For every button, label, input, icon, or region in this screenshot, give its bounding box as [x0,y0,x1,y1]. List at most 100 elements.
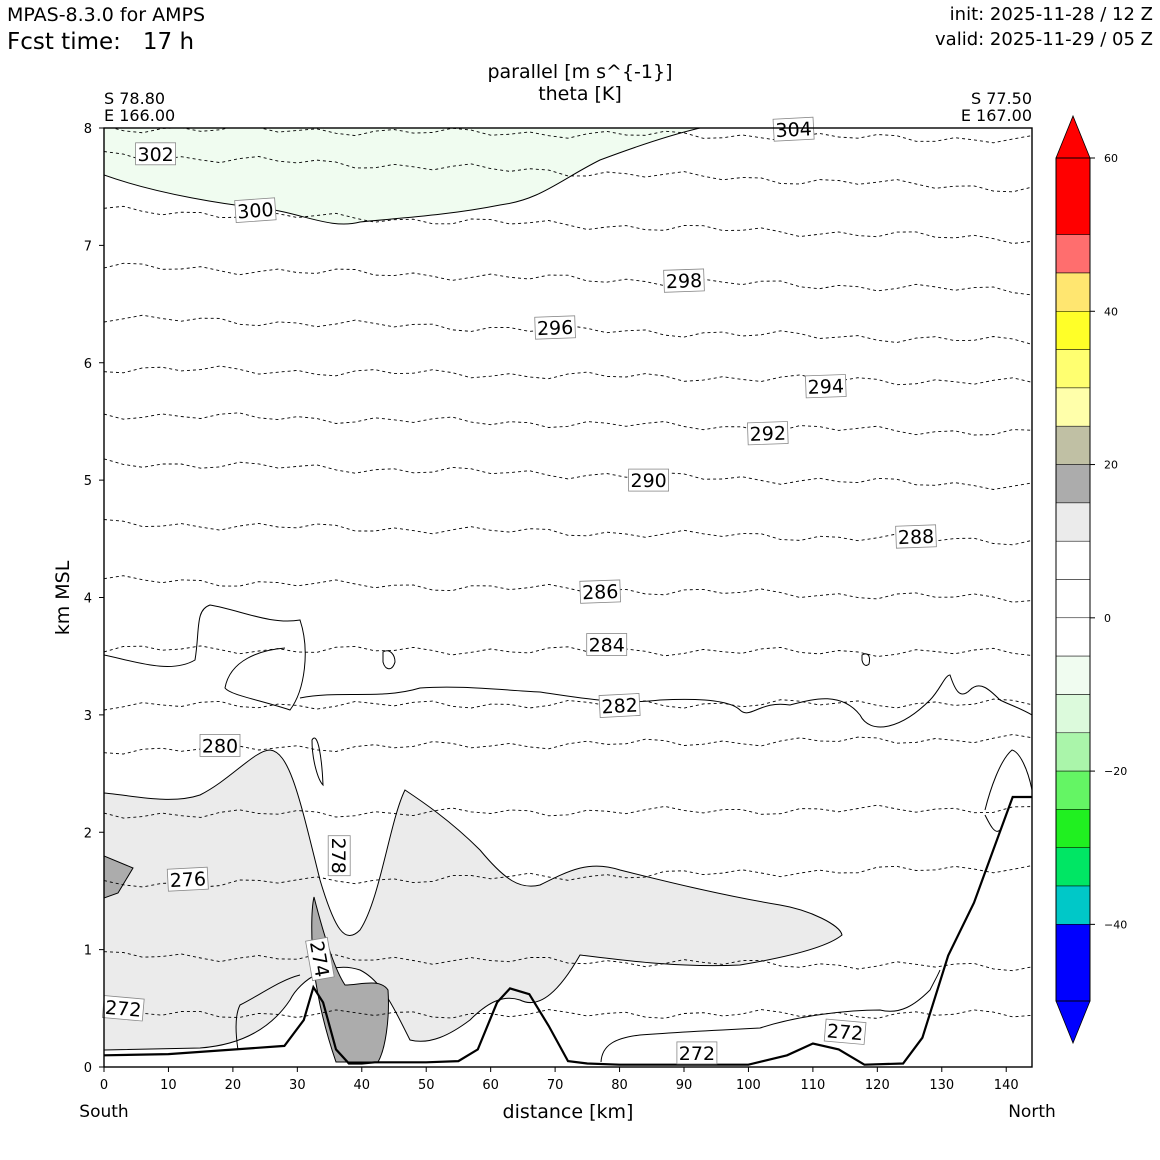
chart-title-parallel: parallel [m s^{-1}] [487,61,673,83]
svg-text:284: 284 [589,635,625,657]
contour-label-290-7: 290 [628,468,669,492]
contour-label-280-12: 280 [199,734,241,757]
wind-fill-layer [104,128,843,1063]
x-tick-label-7: 70 [547,1078,564,1093]
colorbar-tick-label-1: 40 [1104,305,1118,318]
contour-label-300-1: 300 [234,197,277,223]
colorbar-tick-label-3: 0 [1104,612,1111,625]
colorbar-level-5 [1055,387,1091,427]
theta-contour-302 [104,151,1032,193]
theta-contour-layer [104,128,1032,1019]
forecast-time-label: Fcst time: [7,29,121,55]
svg-text:272: 272 [679,1043,715,1065]
contour-label-284-10: 284 [586,633,628,657]
theta-contour-282 [104,698,1032,711]
theta-contour-284 [104,645,1032,657]
y-tick-label-3: 3 [84,709,92,724]
wind-contour-lines [104,604,1032,1063]
y-tick-label-7: 7 [84,239,92,254]
x-tick-label-8: 80 [611,1078,628,1093]
y-tick-label-5: 5 [84,474,92,489]
chart-title-theta: theta [K] [538,83,622,105]
x-tick-label-10: 100 [736,1078,761,1093]
y-tick-label-8: 8 [84,122,92,137]
x-tick-label-12: 120 [865,1078,890,1093]
x-tick-label-4: 40 [354,1078,371,1093]
negative-wind-fill [104,128,701,225]
svg-text:302: 302 [137,144,173,166]
svg-text:300: 300 [237,199,275,223]
theta-contour-298 [104,262,1032,296]
y-tick-label-6: 6 [84,357,92,372]
colorbar-level-1 [1055,234,1091,274]
init-time: init: 2025-11-28 / 12 Z [949,4,1153,25]
colorbar-level-12 [1055,655,1091,695]
colorbar: 60 40 20 0 −20 −40 [1055,114,1127,1045]
colorbar-level-9 [1055,540,1091,580]
theta-contour-276 [104,865,1032,888]
contour-label-272-18: 272 [823,1018,867,1045]
chart-axes: 0 10 20 30 40 50 60 70 80 90 100 110 120 130 140 0 1 2 3 4 5… [84,122,1019,1093]
theta-contour-288 [104,519,1032,546]
x-axis-label: distance [km] [503,1101,634,1123]
north-direction-label: North [1008,1102,1056,1122]
contour-label-298-3: 298 [663,268,705,293]
contour-label-282-11: 282 [598,693,641,718]
colorbar-level-7 [1055,464,1091,504]
colorbar-level-4 [1055,349,1091,389]
y-tick-label-2: 2 [84,826,92,841]
y-tick-label-1: 1 [84,944,92,959]
svg-text:272: 272 [826,1020,864,1045]
positive-wind-fill [104,749,843,1051]
contour-label-272-16: 272 [101,995,145,1022]
wind-contour-small-cell [311,650,870,787]
left-endpoint-lat: S 78.80 [104,89,166,108]
forecast-time: Fcst time: 17 h [7,29,194,55]
jet-core-fill-left [104,855,134,899]
colorbar-level-8 [1055,502,1091,542]
svg-text:286: 286 [582,581,619,604]
terrain-profile [104,795,1032,1066]
colorbar-tick-label-5: −40 [1104,918,1127,931]
contour-label-272-17: 272 [676,1041,718,1065]
contour-label-302-0: 302 [135,142,177,166]
theta-contour-292 [104,412,1032,436]
svg-text:272: 272 [104,997,142,1022]
colorbar-level-14 [1055,732,1091,772]
colorbar-tick-label-0: 60 [1104,152,1118,165]
colorbar-level-16 [1055,809,1091,848]
svg-text:296: 296 [537,317,574,340]
colorbar-level-11 [1055,617,1091,657]
colorbar-level-0 [1055,157,1091,235]
valid-time: valid: 2025-11-29 / 05 Z [935,29,1153,50]
x-tick-label-9: 90 [676,1078,693,1093]
theta-contour-280 [104,734,1032,755]
forecast-time-value: 17 h [142,29,195,55]
wind-contour-lower [235,969,941,1063]
model-title: MPAS-8.3.0 for AMPS [7,4,206,26]
right-endpoint-lat: S 77.50 [970,89,1032,108]
contour-label-304-2: 304 [772,116,815,142]
south-direction-label: South [79,1102,128,1122]
colorbar-level-17 [1055,847,1091,887]
colorbar-level-10 [1055,579,1091,619]
right-endpoint-lon: E 167.00 [960,106,1032,125]
colorbar-tick-label-2: 20 [1104,459,1118,472]
y-tick-label-4: 4 [84,592,92,607]
theta-contour-290 [104,458,1032,490]
colorbar-under-arrow [1055,1000,1091,1045]
svg-text:280: 280 [202,735,238,757]
wind-contour-right-slope [984,749,1032,832]
colorbar-level-6 [1055,425,1091,465]
colorbar-level-2 [1055,272,1091,312]
x-tick-label-6: 60 [482,1078,499,1093]
svg-text:290: 290 [630,470,666,492]
x-tick-label-3: 30 [289,1078,306,1093]
contour-label-286-9: 286 [579,579,621,604]
svg-text:304: 304 [775,118,812,142]
contour-label-296-4: 296 [534,315,576,340]
theta-contour-294 [104,365,1032,386]
colorbar-level-15 [1055,770,1091,810]
colorbar-level-18 [1055,885,1091,925]
